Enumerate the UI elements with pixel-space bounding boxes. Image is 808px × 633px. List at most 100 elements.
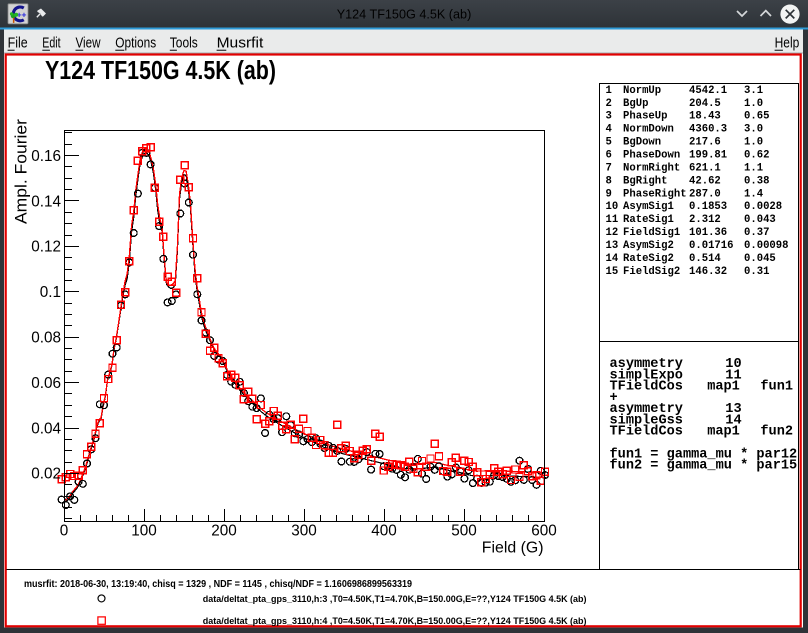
svg-text:Help: Help (775, 36, 800, 52)
svg-text:0.514: 0.514 (689, 253, 721, 265)
svg-text:14: 14 (606, 253, 619, 265)
svg-text:0.06: 0.06 (31, 375, 61, 392)
svg-text:500: 500 (451, 523, 477, 540)
svg-text:11: 11 (606, 214, 619, 226)
svg-text:View: View (76, 36, 101, 52)
svg-text:fun1 = gamma_mu * par12: fun1 = gamma_mu * par12 (610, 447, 798, 462)
svg-text:data/deltat_pta_gps_3110,h:3 ,: data/deltat_pta_gps_3110,h:3 ,T0=4.50K,T… (203, 594, 587, 604)
svg-text:Edit: Edit (42, 36, 60, 52)
svg-text:AsymSig1: AsymSig1 (623, 201, 674, 213)
svg-text:0.1853: 0.1853 (689, 201, 727, 213)
svg-text:TFieldCos: TFieldCos (610, 380, 683, 395)
svg-text:15: 15 (606, 266, 619, 278)
svg-text:BgDown: BgDown (623, 137, 661, 149)
svg-text:0.12: 0.12 (31, 239, 61, 256)
svg-text:5: 5 (606, 137, 612, 149)
svg-text:1.1: 1.1 (744, 162, 763, 174)
svg-text:18.43: 18.43 (689, 111, 721, 123)
svg-text:File: File (8, 36, 28, 52)
svg-text:PhaseUp: PhaseUp (623, 111, 668, 123)
svg-text:0.00098: 0.00098 (744, 240, 789, 252)
svg-text:0: 0 (60, 523, 69, 540)
svg-text:0.08: 0.08 (31, 330, 61, 347)
svg-text:600: 600 (531, 523, 557, 540)
svg-text:0.31: 0.31 (744, 266, 769, 278)
svg-text:621.1: 621.1 (689, 162, 721, 174)
svg-text:146.32: 146.32 (689, 266, 727, 278)
svg-text:BgRight: BgRight (623, 175, 668, 187)
svg-text:2.312: 2.312 (689, 214, 721, 226)
svg-text:11: 11 (725, 368, 741, 383)
svg-text:FieldSig1: FieldSig1 (623, 227, 680, 239)
svg-text:fun2: fun2 (760, 425, 793, 440)
svg-text:4360.3: 4360.3 (689, 124, 727, 136)
svg-text:6: 6 (606, 150, 612, 162)
svg-text:0.0028: 0.0028 (744, 201, 782, 213)
svg-text:100: 100 (131, 523, 157, 540)
svg-text:12: 12 (606, 227, 619, 239)
svg-text:42.62: 42.62 (689, 175, 721, 187)
svg-text:4: 4 (606, 124, 613, 136)
svg-text:fun2 = gamma_mu * par15: fun2 = gamma_mu * par15 (610, 459, 798, 474)
svg-text:RateSig2: RateSig2 (623, 253, 674, 265)
svg-text:0.043: 0.043 (744, 214, 776, 226)
svg-text:Options: Options (115, 36, 156, 52)
svg-text:PhaseRight: PhaseRight (623, 188, 687, 200)
svg-text:9: 9 (606, 188, 612, 200)
svg-text:Ampl. Fourier: Ampl. Fourier (13, 118, 31, 224)
svg-text:8: 8 (606, 175, 612, 187)
svg-text:0.045: 0.045 (744, 253, 776, 265)
svg-text:7: 7 (606, 162, 612, 174)
svg-text:PhaseDown: PhaseDown (623, 150, 680, 162)
svg-text:fun1: fun1 (760, 380, 793, 395)
svg-text:3.1: 3.1 (744, 85, 763, 97)
svg-text:Tools: Tools (170, 36, 198, 52)
svg-text:0.01716: 0.01716 (689, 240, 734, 252)
svg-text:3.0: 3.0 (744, 124, 763, 136)
svg-text:NormDown: NormDown (623, 124, 674, 136)
svg-text:simplExpo: simplExpo (610, 368, 683, 383)
svg-text:Musrfit: Musrfit (217, 36, 264, 52)
svg-text:0.14: 0.14 (31, 193, 61, 210)
svg-text:4542.1: 4542.1 (689, 85, 727, 97)
svg-text:2: 2 (606, 98, 612, 110)
svg-text:0.04: 0.04 (31, 420, 61, 437)
svg-text:1.4: 1.4 (744, 188, 764, 200)
svg-text:0.65: 0.65 (744, 111, 769, 123)
svg-text:13: 13 (725, 402, 741, 417)
svg-text:RateSig1: RateSig1 (623, 214, 674, 226)
svg-text:BgUp: BgUp (623, 98, 648, 110)
svg-text:10: 10 (606, 201, 619, 213)
svg-text:asymmetry: asymmetry (610, 357, 683, 372)
svg-text:217.6: 217.6 (689, 137, 721, 149)
svg-text:Y124 TF150G 4.5K (ab): Y124 TF150G 4.5K (ab) (337, 6, 472, 21)
svg-text:10: 10 (725, 357, 741, 372)
svg-text:0.38: 0.38 (744, 175, 769, 187)
svg-text:13: 13 (606, 240, 619, 252)
svg-text:199.81: 199.81 (689, 150, 727, 162)
svg-text:NormUp: NormUp (623, 85, 661, 97)
svg-text:Y124 TF150G 4.5K (ab): Y124 TF150G 4.5K (ab) (45, 57, 276, 85)
svg-text:0.62: 0.62 (744, 150, 769, 162)
svg-text:287.0: 287.0 (689, 188, 721, 200)
svg-text:400: 400 (371, 523, 397, 540)
svg-text:0.02: 0.02 (31, 466, 61, 483)
svg-text:FieldSig2: FieldSig2 (623, 266, 680, 278)
svg-text:musrfit: 2018-06-30, 13:19:40,: musrfit: 2018-06-30, 13:19:40, chisq = 1… (24, 579, 412, 590)
svg-text:AsymSig2: AsymSig2 (623, 240, 674, 252)
svg-text:0.37: 0.37 (744, 227, 769, 239)
svg-text:simpleGss: simpleGss (610, 413, 683, 428)
svg-text:+: + (610, 391, 618, 406)
svg-text:200: 200 (211, 523, 237, 540)
svg-text:asymmetry: asymmetry (610, 402, 683, 417)
svg-text:map1: map1 (707, 425, 740, 440)
svg-text:204.5: 204.5 (689, 98, 721, 110)
svg-text:1: 1 (606, 85, 612, 97)
svg-text:map1: map1 (707, 380, 740, 395)
svg-text:data/deltat_pta_gps_3110,h:4 ,: data/deltat_pta_gps_3110,h:4 ,T0=4.50K,T… (203, 616, 587, 626)
svg-text:1.0: 1.0 (744, 98, 763, 110)
svg-text:101.36: 101.36 (689, 227, 727, 239)
svg-text:0.16: 0.16 (31, 148, 61, 165)
svg-text:0.1: 0.1 (40, 284, 61, 301)
svg-text:Field (G): Field (G) (482, 540, 544, 557)
